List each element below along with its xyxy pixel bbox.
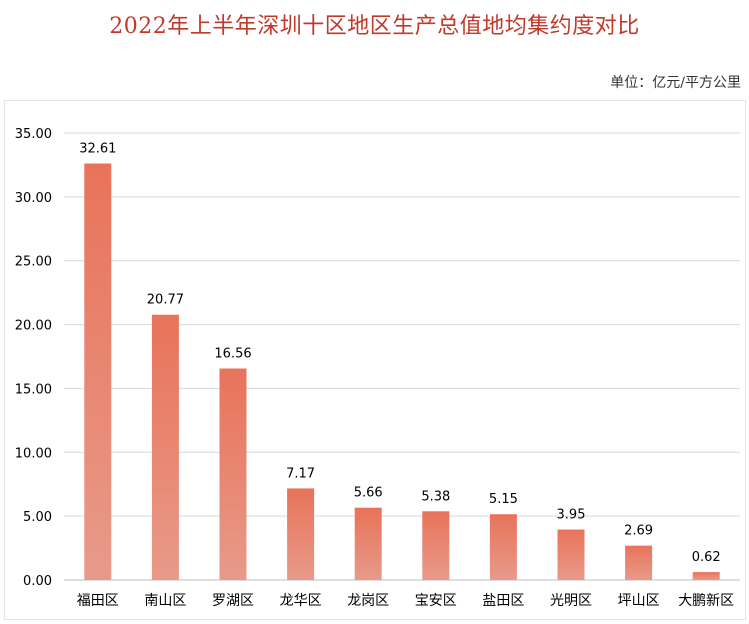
y-tick-label: 30.00 (15, 191, 52, 206)
bar (84, 163, 112, 580)
data-label: 0.62 (692, 550, 721, 565)
bar (489, 514, 517, 580)
data-label: 32.61 (79, 142, 116, 157)
category-label: 龙华区 (280, 593, 322, 609)
y-tick-label: 25.00 (15, 255, 52, 270)
category-label: 大鹏新区 (678, 593, 734, 609)
y-tick-label: 5.00 (23, 510, 52, 525)
data-labels: 32.61 20.77 16.56 7.17 5.66 5.38 5.15 3.95 2.69 0… (79, 142, 720, 566)
y-tick-label: 20.00 (15, 319, 52, 334)
bar (422, 511, 450, 580)
bar (692, 572, 720, 580)
bar (287, 488, 315, 580)
x-axis: 福田区 南山区 罗湖区 龙华区 龙岗区 宝安区 盐田区 光明区 坪山区 大鹏新区 (77, 593, 734, 609)
y-tick-label: 0.00 (23, 574, 52, 589)
bars (84, 163, 720, 580)
data-label: 5.38 (421, 489, 450, 504)
y-tick-label: 15.00 (15, 382, 52, 397)
y-tick-label: 35.00 (15, 127, 52, 142)
bar (219, 368, 247, 580)
data-label: 16.56 (214, 347, 251, 362)
category-label: 盐田区 (482, 593, 524, 609)
data-label: 3.95 (557, 508, 586, 523)
category-label: 坪山区 (618, 593, 660, 609)
category-label: 南山区 (144, 593, 186, 609)
unit-label: 单位：亿元/平方公里 (610, 75, 741, 91)
chart-title: 2022年上半年深圳十区地区生产总值地均集约度对比 (109, 14, 640, 39)
bar (557, 529, 585, 580)
data-label: 5.15 (489, 492, 518, 507)
category-label: 宝安区 (415, 593, 457, 609)
category-label: 罗湖区 (212, 593, 254, 609)
category-label: 龙岗区 (347, 593, 389, 609)
y-axis: 0.00 5.00 10.00 15.00 20.00 25.00 30.00 35.00 (15, 127, 52, 589)
y-tick-label: 10.00 (15, 446, 52, 461)
data-label: 20.77 (147, 293, 184, 308)
data-label: 5.66 (354, 486, 383, 501)
bar (354, 507, 382, 580)
category-label: 福田区 (77, 593, 119, 609)
data-label: 7.17 (286, 466, 315, 481)
data-label: 2.69 (624, 524, 653, 539)
bar (151, 314, 179, 580)
category-label: 光明区 (550, 593, 592, 609)
bar (625, 545, 653, 580)
